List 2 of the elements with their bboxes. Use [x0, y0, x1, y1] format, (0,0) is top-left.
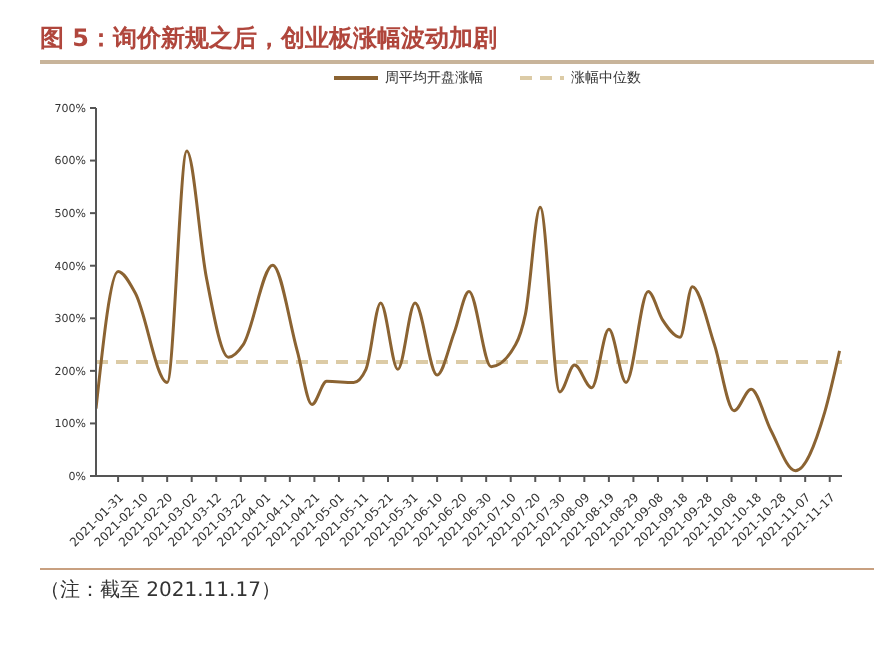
text: （注：截至 2021.11.17）: [40, 580, 281, 602]
chart-title: 图 5：询价新规之后，创业板涨幅波动加剧: [40, 0, 874, 64]
